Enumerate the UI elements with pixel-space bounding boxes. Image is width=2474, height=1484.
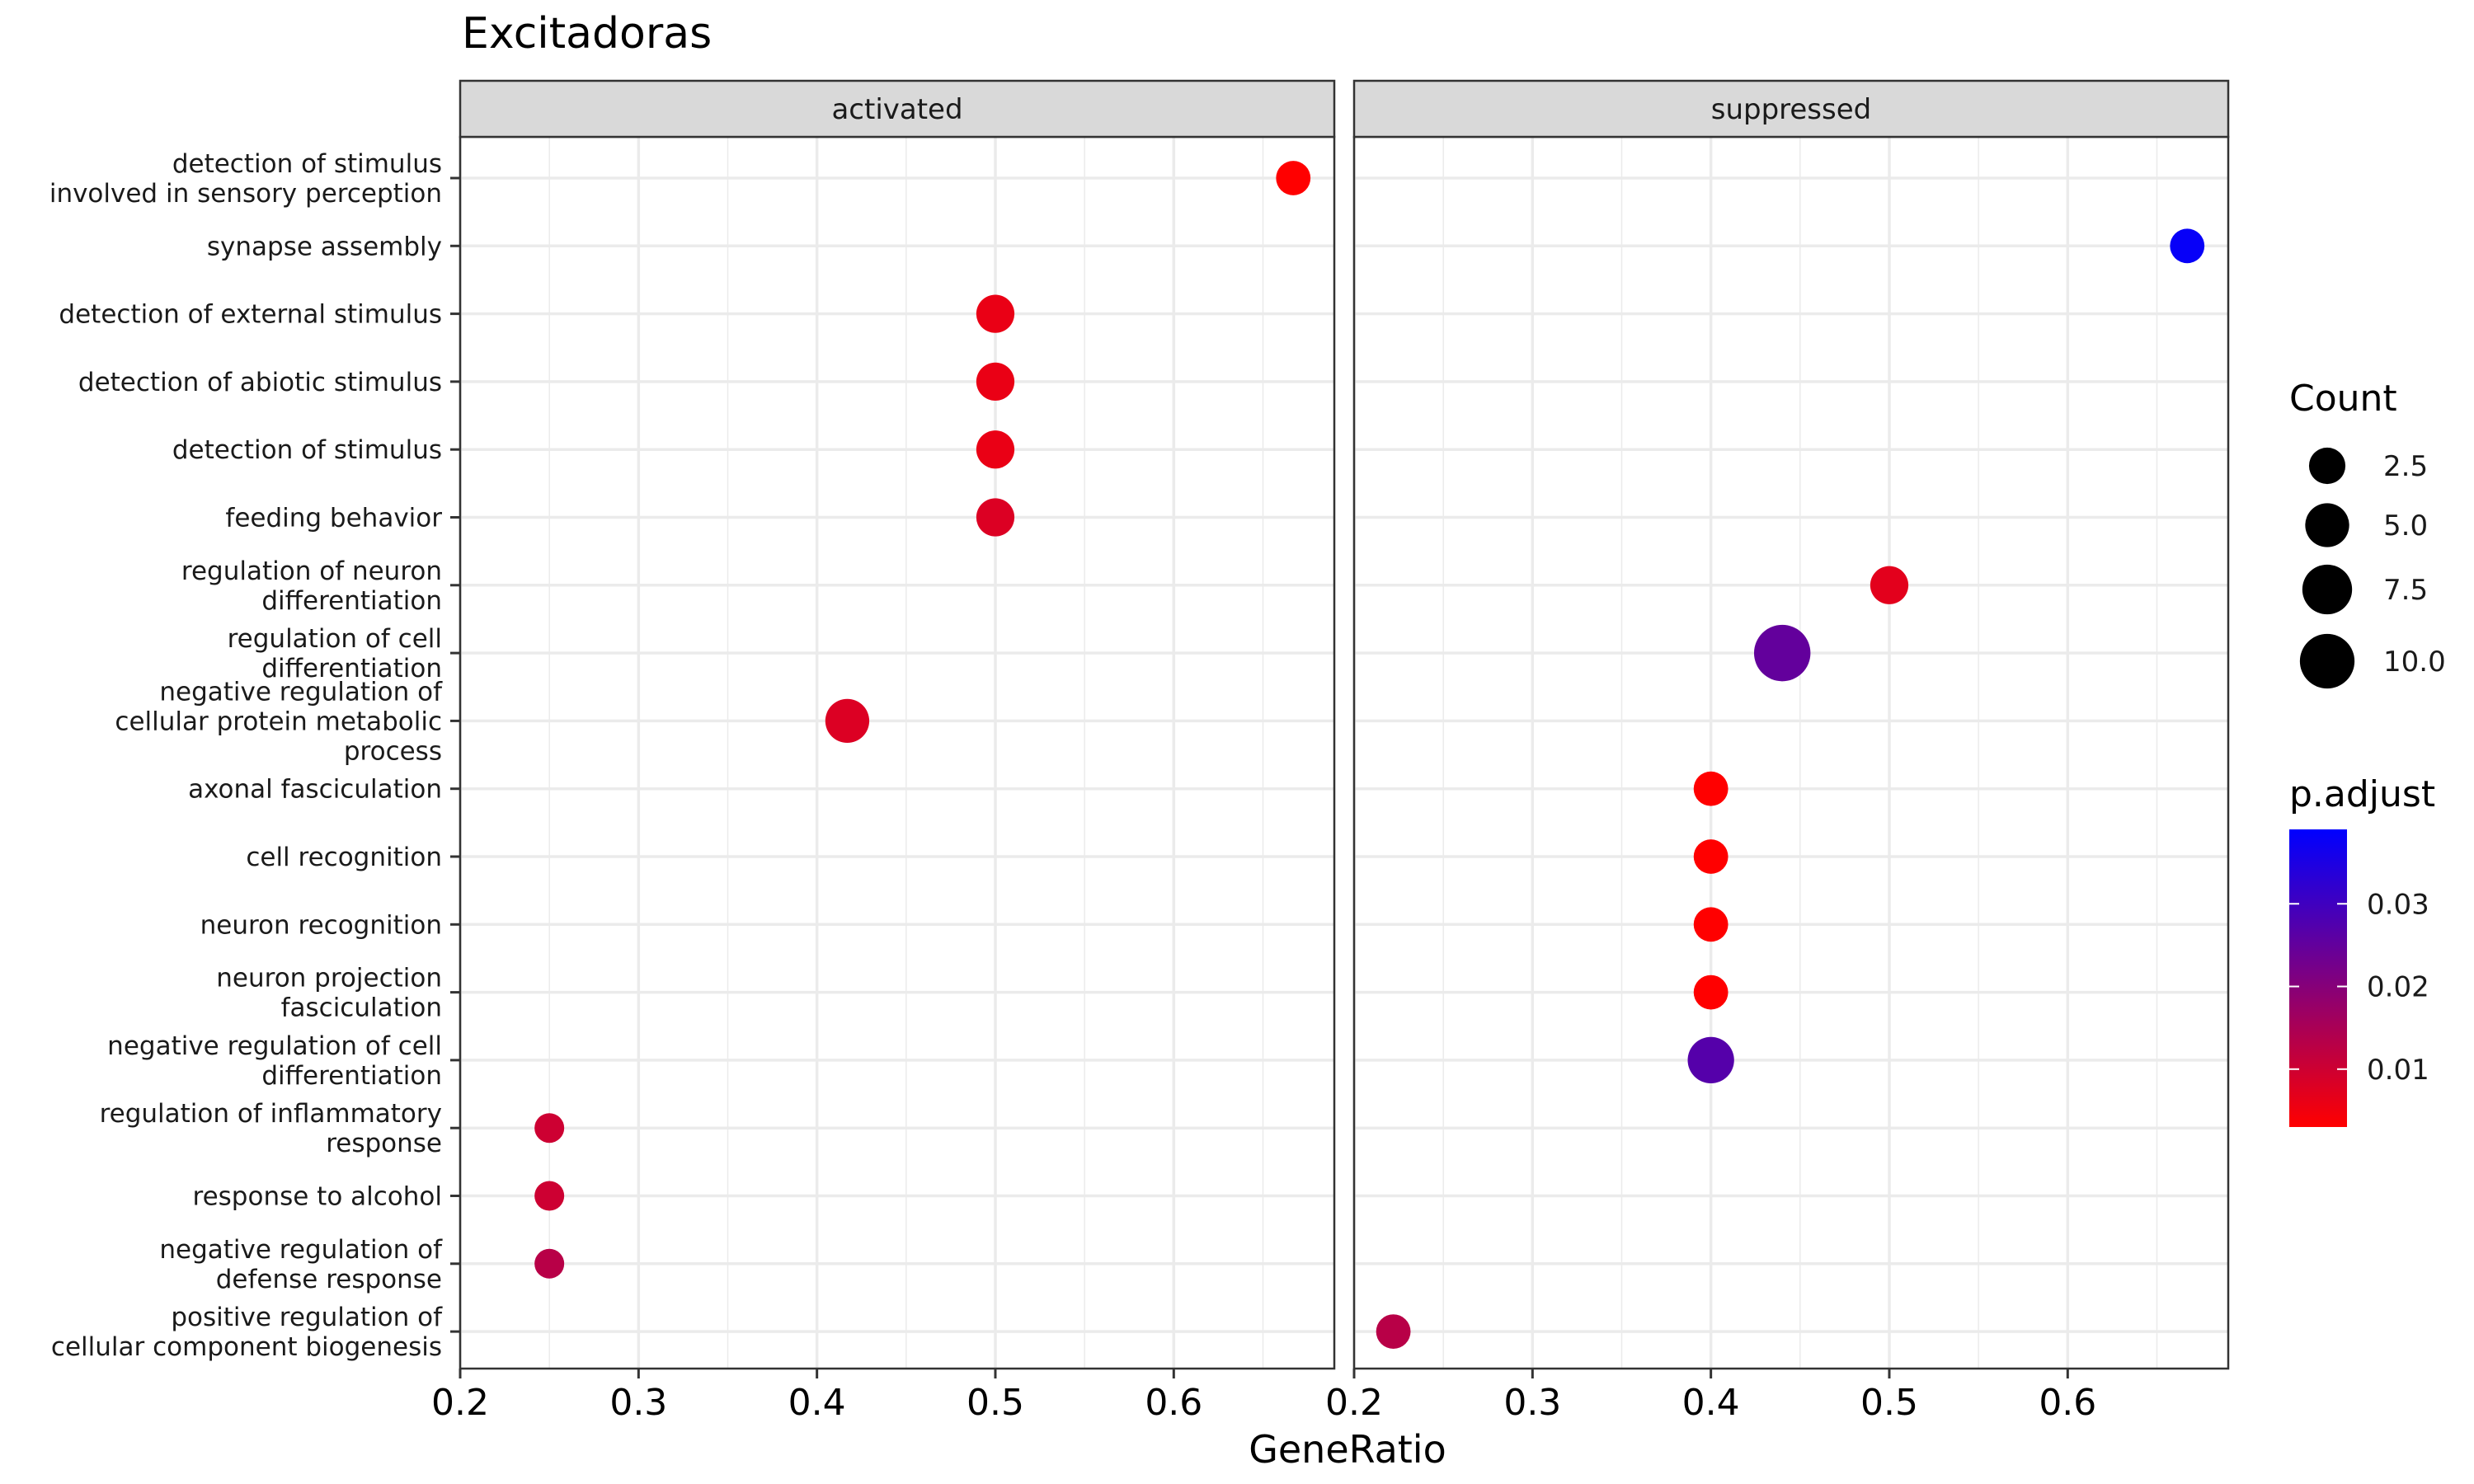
facet-strip-label: suppressed — [1711, 93, 1872, 126]
y-tick-label: detection of abiotic stimulus — [78, 368, 442, 397]
y-tick-label: cellular component biogenesis — [51, 1332, 442, 1362]
data-point — [976, 430, 1015, 469]
data-point — [825, 698, 870, 744]
data-point — [976, 294, 1015, 333]
data-point — [1276, 161, 1311, 195]
y-tick-label: differentiation — [261, 1061, 442, 1091]
y-tick-label: regulation of cell — [228, 624, 442, 654]
size-legend-label: 2.5 — [2383, 450, 2428, 483]
facet-strip-label: activated — [831, 93, 962, 126]
panel-background — [460, 137, 1334, 1369]
data-point — [1376, 1314, 1411, 1349]
data-point — [534, 1181, 565, 1211]
y-tick-label: negative regulation of — [159, 677, 443, 707]
size-legend-label: 10.0 — [2383, 646, 2446, 679]
x-tick-label: 0.2 — [431, 1382, 489, 1424]
color-legend-bar — [2289, 829, 2347, 1127]
panels: activated 0.2 0.3 0.4 0.5 0.6 suppressed 0.2 0.3… — [431, 79, 2230, 1424]
y-tick-label: process — [344, 736, 442, 766]
size-legend-title: Count — [2289, 378, 2397, 420]
data-point — [1870, 566, 1909, 604]
size-legend-key — [2299, 633, 2355, 689]
y-tick-label: regulation of neuron — [181, 556, 442, 586]
color-legend-label: 0.03 — [2367, 888, 2429, 921]
y-tick-label: differentiation — [261, 586, 442, 616]
y-tick-label: neuron recognition — [200, 910, 442, 940]
x-tick-label: 0.4 — [788, 1382, 846, 1424]
size-legend-key — [2308, 447, 2346, 485]
facet-strip — [1352, 79, 2230, 139]
color-legend-title: p.adjust — [2289, 773, 2435, 815]
panel-activated: activated 0.2 0.3 0.4 0.5 0.6 — [431, 79, 1336, 1424]
y-tick-label: detection of stimulus — [172, 435, 442, 465]
x-tick-label: 0.4 — [1682, 1382, 1740, 1424]
y-tick-label: fasciculation — [281, 993, 442, 1023]
y-tick-label: positive regulation of — [171, 1303, 443, 1332]
x-tick-label: 0.6 — [1145, 1382, 1202, 1424]
chart-title: Excitadoras — [462, 9, 712, 59]
y-tick-label: negative regulation of — [159, 1235, 443, 1265]
data-point — [1693, 974, 1729, 1010]
y-tick-label: cell recognition — [246, 843, 442, 872]
panel-suppressed: suppressed 0.2 0.3 0.4 0.5 0.6 — [1325, 79, 2230, 1424]
size-legend-key — [2302, 564, 2353, 615]
data-point — [534, 1113, 565, 1144]
data-point — [2170, 228, 2205, 264]
facet-strip — [459, 79, 1336, 139]
panel-background — [1354, 137, 2228, 1369]
data-point — [1687, 1036, 1734, 1084]
x-tick-label: 0.3 — [1503, 1382, 1561, 1424]
data-point — [1693, 771, 1729, 806]
x-tick-label: 0.2 — [1325, 1382, 1383, 1424]
y-tick-label: detection of external stimulus — [59, 300, 442, 330]
data-point — [976, 362, 1015, 402]
x-tick-label: 0.5 — [1860, 1382, 1918, 1424]
x-tick-label: 0.5 — [967, 1382, 1024, 1424]
y-tick-label: response — [326, 1129, 442, 1158]
y-tick-label: detection of stimulus — [172, 149, 442, 179]
y-tick-label: cellular protein metabolic — [115, 707, 442, 736]
size-legend-label: 7.5 — [2383, 574, 2428, 607]
y-tick-label: differentiation — [261, 654, 442, 683]
y-tick-label: synapse assembly — [207, 232, 442, 261]
data-point — [1693, 907, 1729, 942]
y-tick-label: negative regulation of cell — [107, 1031, 442, 1061]
y-tick-label: neuron projection — [216, 964, 442, 993]
y-tick-label: feeding behavior — [225, 504, 442, 533]
y-tick-label: involved in sensory perception — [49, 179, 442, 209]
y-tick-label: regulation of inflammatory — [100, 1099, 442, 1129]
color-legend-label: 0.02 — [2367, 971, 2429, 1004]
x-tick-label: 0.3 — [609, 1382, 667, 1424]
color-legend-label: 0.01 — [2367, 1054, 2429, 1087]
x-tick-label: 0.6 — [2039, 1382, 2096, 1424]
padjust-color-legend: p.adjust 0.01 0.02 0.03 — [2289, 773, 2435, 1127]
y-tick-label: response to alcohol — [193, 1182, 442, 1212]
y-tick-label: axonal fasciculation — [188, 775, 442, 805]
data-point — [1693, 839, 1729, 874]
y-tick-label: defense response — [216, 1265, 442, 1294]
size-legend-key — [2305, 503, 2349, 547]
data-point — [1753, 624, 1811, 682]
size-legend-label: 5.0 — [2383, 510, 2428, 542]
count-size-legend: Count 2.5 5.0 7.5 10.0 — [2289, 378, 2446, 689]
data-point — [976, 498, 1015, 537]
data-point — [534, 1248, 565, 1279]
x-axis-label: GeneRatio — [1249, 1427, 1446, 1472]
